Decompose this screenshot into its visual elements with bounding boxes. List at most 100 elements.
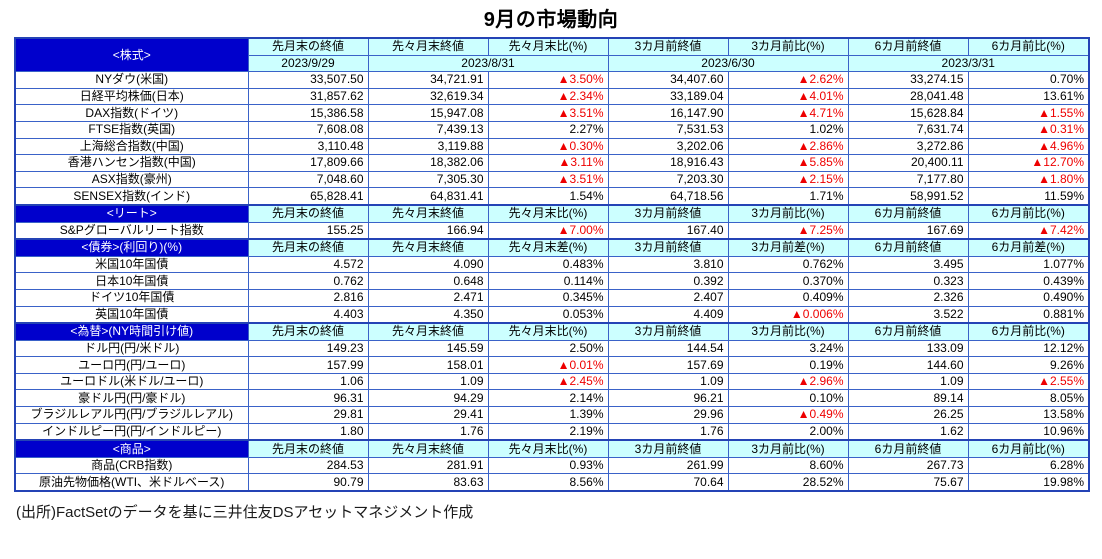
- column-header: 先々月末比(%): [487, 439, 609, 458]
- value-cell: 8.60%: [727, 456, 849, 475]
- column-header: 3カ月前比(%): [727, 322, 849, 341]
- row-label: FTSE指数(英国): [14, 120, 249, 139]
- value-cell: ▲2.96%: [727, 372, 849, 391]
- value-cell: 1.80: [247, 422, 369, 441]
- value-cell: 29.81: [247, 406, 369, 424]
- value-cell: 1.76: [367, 422, 489, 441]
- value-cell: 166.94: [367, 221, 489, 240]
- value-cell: ▲2.55%: [967, 372, 1090, 391]
- value-cell: 2.471: [367, 288, 489, 307]
- value-cell: 7,203.30: [607, 170, 729, 189]
- table-row: ユーロドル(米ドル/ユーロ) 1.06 1.09 ▲2.45% 1.09 ▲2.96% 1.…: [14, 372, 1090, 391]
- value-cell: ▲5.85%: [727, 154, 849, 172]
- value-cell: 267.73: [847, 456, 969, 475]
- value-cell: ▲0.30%: [487, 137, 609, 156]
- value-cell: 0.70%: [967, 71, 1090, 89]
- column-header: 先月末の終値: [247, 36, 369, 56]
- row-label: 米国10年国債: [14, 255, 249, 274]
- value-cell: 4.090: [367, 255, 489, 274]
- value-cell: 0.93%: [487, 456, 609, 475]
- value-cell: 155.25: [247, 221, 369, 240]
- value-cell: 18,382.06: [367, 154, 489, 172]
- row-label: 日経平均株価(日本): [14, 87, 249, 106]
- value-cell: ▲1.55%: [967, 104, 1090, 122]
- value-cell: 16,147.90: [607, 104, 729, 122]
- row-label: 英国10年国債: [14, 305, 249, 324]
- column-header: 先々月末終値: [367, 439, 489, 458]
- value-cell: 10.96%: [967, 422, 1090, 441]
- value-cell: 1.54%: [487, 187, 609, 206]
- value-cell: 0.19%: [727, 356, 849, 374]
- value-cell: 0.053%: [487, 305, 609, 324]
- value-cell: 7,048.60: [247, 170, 369, 189]
- section-label: <株式>: [14, 37, 249, 73]
- value-cell: 144.60: [847, 356, 969, 374]
- value-cell: 1.09: [847, 372, 969, 391]
- date-header: 2023/3/31: [847, 54, 1090, 73]
- table-row: FTSE指数(英国) 7,608.08 7,439.13 2.27% 7,531.53 1…: [14, 120, 1090, 139]
- value-cell: 3.495: [847, 255, 969, 274]
- value-cell: ▲2.34%: [487, 87, 609, 106]
- table-row: 日本10年国債 0.762 0.648 0.114% 0.392 0.370% 0.323 0…: [14, 272, 1090, 290]
- table-row: NYダウ(米国) 33,507.50 34,721.91 ▲3.50% 34,407.6…: [14, 71, 1090, 89]
- value-cell: 33,274.15: [847, 71, 969, 89]
- row-label: 商品(CRB指数): [14, 456, 249, 475]
- value-cell: 167.40: [607, 221, 729, 240]
- value-cell: 0.648: [367, 272, 489, 290]
- value-cell: 0.439%: [967, 272, 1090, 290]
- date-header-row: 2023/9/29 2023/8/31 2023/6/30 2023/3/31: [15, 54, 1090, 73]
- value-cell: 75.67: [847, 473, 969, 492]
- value-cell: 12.12%: [967, 339, 1090, 358]
- table-row: 上海総合指数(中国) 3,110.48 3,119.88 ▲0.30% 3,202.06…: [14, 137, 1090, 156]
- value-cell: 2.326: [847, 288, 969, 307]
- row-label: ドル円(円/米ドル): [14, 339, 249, 358]
- column-header: 先月末の終値: [247, 439, 369, 458]
- value-cell: 1.76: [607, 422, 729, 441]
- value-cell: 1.09: [367, 372, 489, 391]
- value-cell: 19.98%: [967, 473, 1090, 492]
- value-cell: ▲2.86%: [727, 137, 849, 156]
- value-cell: 11.59%: [967, 187, 1090, 206]
- value-cell: 15,628.84: [847, 104, 969, 122]
- column-header: 先月末の終値: [247, 322, 369, 341]
- value-cell: 3.24%: [727, 339, 849, 358]
- value-cell: 7,439.13: [367, 120, 489, 139]
- value-cell: 7,531.53: [607, 120, 729, 139]
- table-row: 日経平均株価(日本) 31,857.62 32,619.34 ▲2.34% 33,189…: [14, 87, 1090, 106]
- value-cell: 3.810: [607, 255, 729, 274]
- value-cell: 33,189.04: [607, 87, 729, 106]
- value-cell: 15,947.08: [367, 104, 489, 122]
- value-cell: ▲0.006%: [727, 305, 849, 324]
- value-cell: 1.62: [847, 422, 969, 441]
- value-cell: 4.572: [247, 255, 369, 274]
- value-cell: ▲2.62%: [727, 71, 849, 89]
- section-header-row: <債券>(利回り)(%) 先月末の終値 先々月末終値 先々月末差(%) 3カ月前終値 3カ…: [14, 238, 1090, 257]
- value-cell: ▲12.70%: [967, 154, 1090, 172]
- section-label: <リート>: [14, 203, 249, 223]
- value-cell: 9.26%: [967, 356, 1090, 374]
- value-cell: 1.39%: [487, 406, 609, 424]
- column-header: 6カ月前終値: [847, 439, 969, 458]
- column-header: 6カ月前差(%): [967, 238, 1090, 257]
- value-cell: ▲0.49%: [727, 406, 849, 424]
- column-header: 6カ月前終値: [847, 322, 969, 341]
- value-cell: 20,400.11: [847, 154, 969, 172]
- value-cell: 34,721.91: [367, 71, 489, 89]
- value-cell: ▲4.71%: [727, 104, 849, 122]
- page-title: 9月の市場動向: [483, 9, 619, 31]
- value-cell: 28.52%: [727, 473, 849, 492]
- value-cell: 29.96: [607, 406, 729, 424]
- value-cell: ▲0.31%: [967, 120, 1090, 139]
- value-cell: 6.28%: [967, 456, 1090, 475]
- value-cell: 15,386.58: [247, 104, 369, 122]
- value-cell: 4.403: [247, 305, 369, 324]
- section-label: <債券>(利回り)(%): [14, 238, 249, 257]
- value-cell: 0.409%: [727, 288, 849, 307]
- column-header: 6カ月前比(%): [967, 36, 1090, 56]
- value-cell: ▲7.42%: [967, 221, 1090, 240]
- column-header: 3カ月前比(%): [727, 203, 849, 223]
- value-cell: 2.816: [247, 288, 369, 307]
- value-cell: 64,718.56: [607, 187, 729, 206]
- value-cell: 0.323: [847, 272, 969, 290]
- value-cell: 0.392: [607, 272, 729, 290]
